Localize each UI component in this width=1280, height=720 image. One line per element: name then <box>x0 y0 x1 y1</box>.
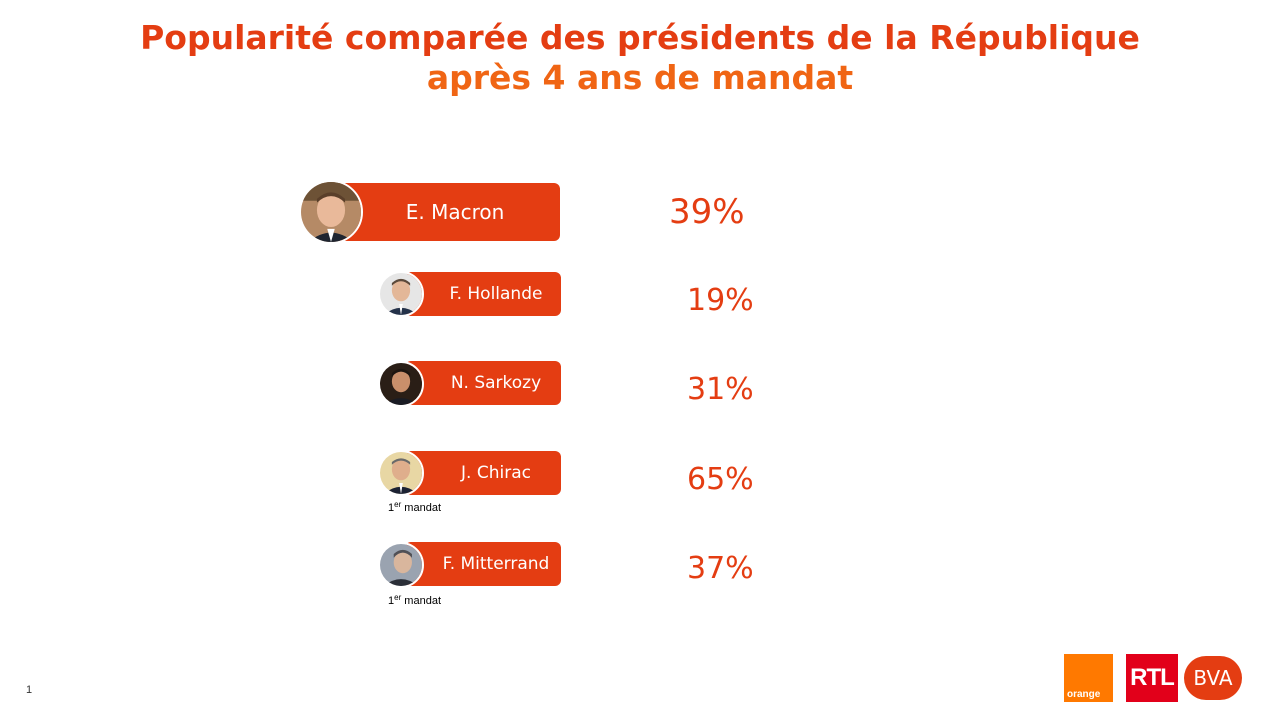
portrait-chirac <box>378 450 424 496</box>
orange-logo: orange <box>1064 654 1113 702</box>
rtl-logo-text: RTL <box>1130 664 1175 691</box>
president-label-chirac: J. Chirac <box>405 451 561 495</box>
president-label-mitterrand: F. Mitterrand <box>405 542 561 586</box>
portrait-sarkozy <box>378 361 424 407</box>
portrait-mitterrand <box>378 542 424 588</box>
term-note-chirac: 1er mandat <box>388 500 441 514</box>
page-number: 1 <box>26 684 33 696</box>
president-label-macron: E. Macron <box>330 183 560 241</box>
rtl-logo: RTL <box>1126 654 1178 702</box>
note-prefix: 1 <box>388 595 395 607</box>
president-label-sarkozy: N. Sarkozy <box>405 361 561 405</box>
president-name: J. Chirac <box>461 463 531 483</box>
popularity-value-sarkozy: 31% <box>687 372 754 407</box>
note-suffix: mandat <box>401 595 441 607</box>
popularity-value-hollande: 19% <box>687 283 754 318</box>
note-superscript: er <box>394 500 402 509</box>
president-name: F. Hollande <box>449 284 543 304</box>
note-superscript: er <box>394 593 402 602</box>
popularity-value-mitterrand: 37% <box>687 551 754 586</box>
portrait-hollande <box>378 271 424 317</box>
popularity-value-chirac: 65% <box>687 462 754 497</box>
portrait-macron <box>299 180 363 244</box>
president-name: N. Sarkozy <box>450 373 542 393</box>
bva-logo-text: BVA <box>1193 666 1233 690</box>
president-name: E. Macron <box>405 200 505 224</box>
bva-logo: BVA <box>1184 656 1242 700</box>
page-title: Popularité comparée des présidents de la… <box>0 18 1280 98</box>
popularity-value-macron: 39% <box>669 192 745 232</box>
orange-logo-text: orange <box>1067 689 1101 700</box>
title-line-2: après 4 ans de mandat <box>426 58 854 97</box>
president-name: F. Mitterrand <box>442 554 550 574</box>
title-line-1: Popularité comparée des présidents de la… <box>140 18 1140 57</box>
note-prefix: 1 <box>388 502 395 514</box>
note-suffix: mandat <box>401 502 441 514</box>
term-note-mitterrand: 1er mandat <box>388 593 441 607</box>
president-label-hollande: F. Hollande <box>405 272 561 316</box>
